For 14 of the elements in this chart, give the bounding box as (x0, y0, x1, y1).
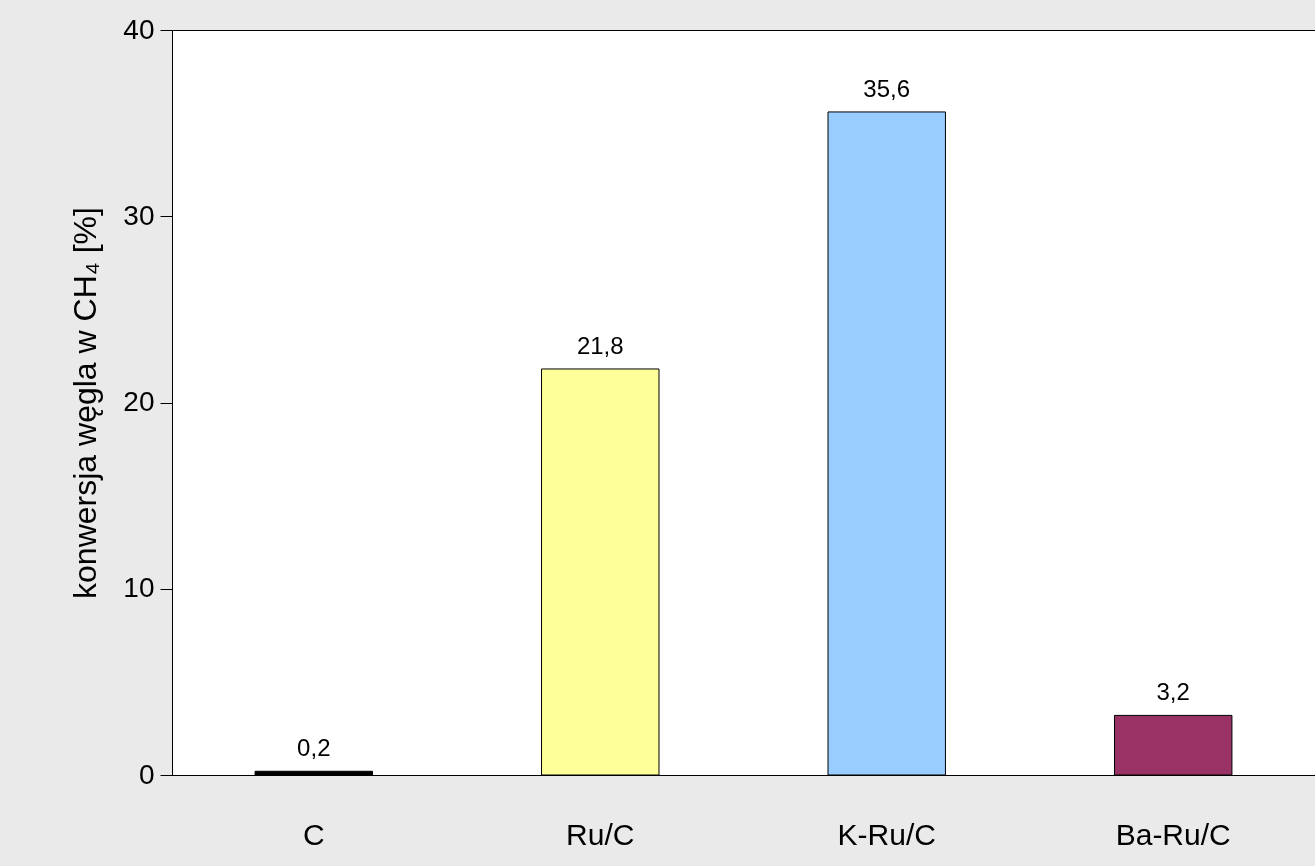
x-tick-label: Ru/C (566, 817, 635, 851)
data-label: 0,2 (297, 734, 331, 762)
x-tick-label: C (302, 817, 325, 851)
y-tick-label: 30 (123, 199, 155, 231)
y-tick-label: 0 (138, 758, 155, 790)
data-label: 3,2 (1156, 678, 1190, 706)
y-tick-label: 40 (123, 13, 155, 45)
data-label: 21,8 (576, 331, 624, 359)
x-tick-label: Ba-Ru/C (1115, 817, 1231, 851)
y-tick-label: 20 (123, 386, 155, 417)
y-axis-title: konwersja węgla w CH₄ [%] (67, 207, 104, 599)
data-label: 35,6 (863, 74, 911, 102)
x-tick-label: K-Ru/C (837, 817, 936, 851)
y-tick-label: 10 (123, 572, 155, 604)
